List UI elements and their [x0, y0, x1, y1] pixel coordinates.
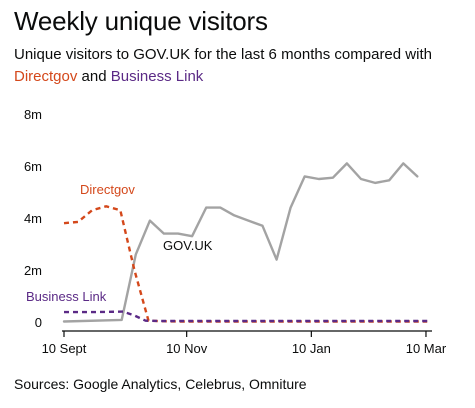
y-tick-label: 0	[35, 315, 42, 330]
series-line-directgov	[63, 205, 428, 323]
series-line-business-link	[64, 310, 428, 323]
x-axis: 10 Sept 10 Nov 10 Jan 10 Mar	[42, 330, 447, 356]
series-line-gov-uk	[62, 162, 419, 323]
y-tick-label: 6m	[24, 159, 42, 174]
series-labels: Directgov GOV.UK Business Link	[26, 182, 213, 304]
subtitle-text: Unique visitors to GOV.UK for the last 6…	[14, 46, 432, 63]
subtitle-directgov: Directgov	[14, 68, 78, 85]
x-tick-label: 10 Nov	[166, 341, 208, 356]
series-label-gov-uk: GOV.UK	[163, 238, 213, 253]
series-lines	[62, 162, 428, 323]
x-tick-label: 10 Jan	[292, 341, 331, 356]
subtitle-business-link: Business Link	[110, 68, 204, 85]
subtitle-and: and	[77, 68, 111, 85]
series-label-business-link: Business Link	[26, 289, 107, 304]
series-label-directgov: Directgov	[80, 182, 135, 197]
source-note: Sources: Google Analytics, Celebrus, Omn…	[14, 376, 307, 392]
y-axis: 0 2m 4m 6m 8m	[24, 107, 42, 330]
chart-title: Weekly unique visitors	[14, 6, 268, 36]
y-tick-label: 2m	[24, 263, 42, 278]
x-tick-label: 10 Sept	[42, 341, 87, 356]
chart-subtitle: Unique visitors to GOV.UK for the last 6…	[14, 44, 464, 88]
x-tick-label: 10 Mar	[406, 341, 447, 356]
y-tick-label: 8m	[24, 107, 42, 122]
y-tick-label: 4m	[24, 211, 42, 226]
